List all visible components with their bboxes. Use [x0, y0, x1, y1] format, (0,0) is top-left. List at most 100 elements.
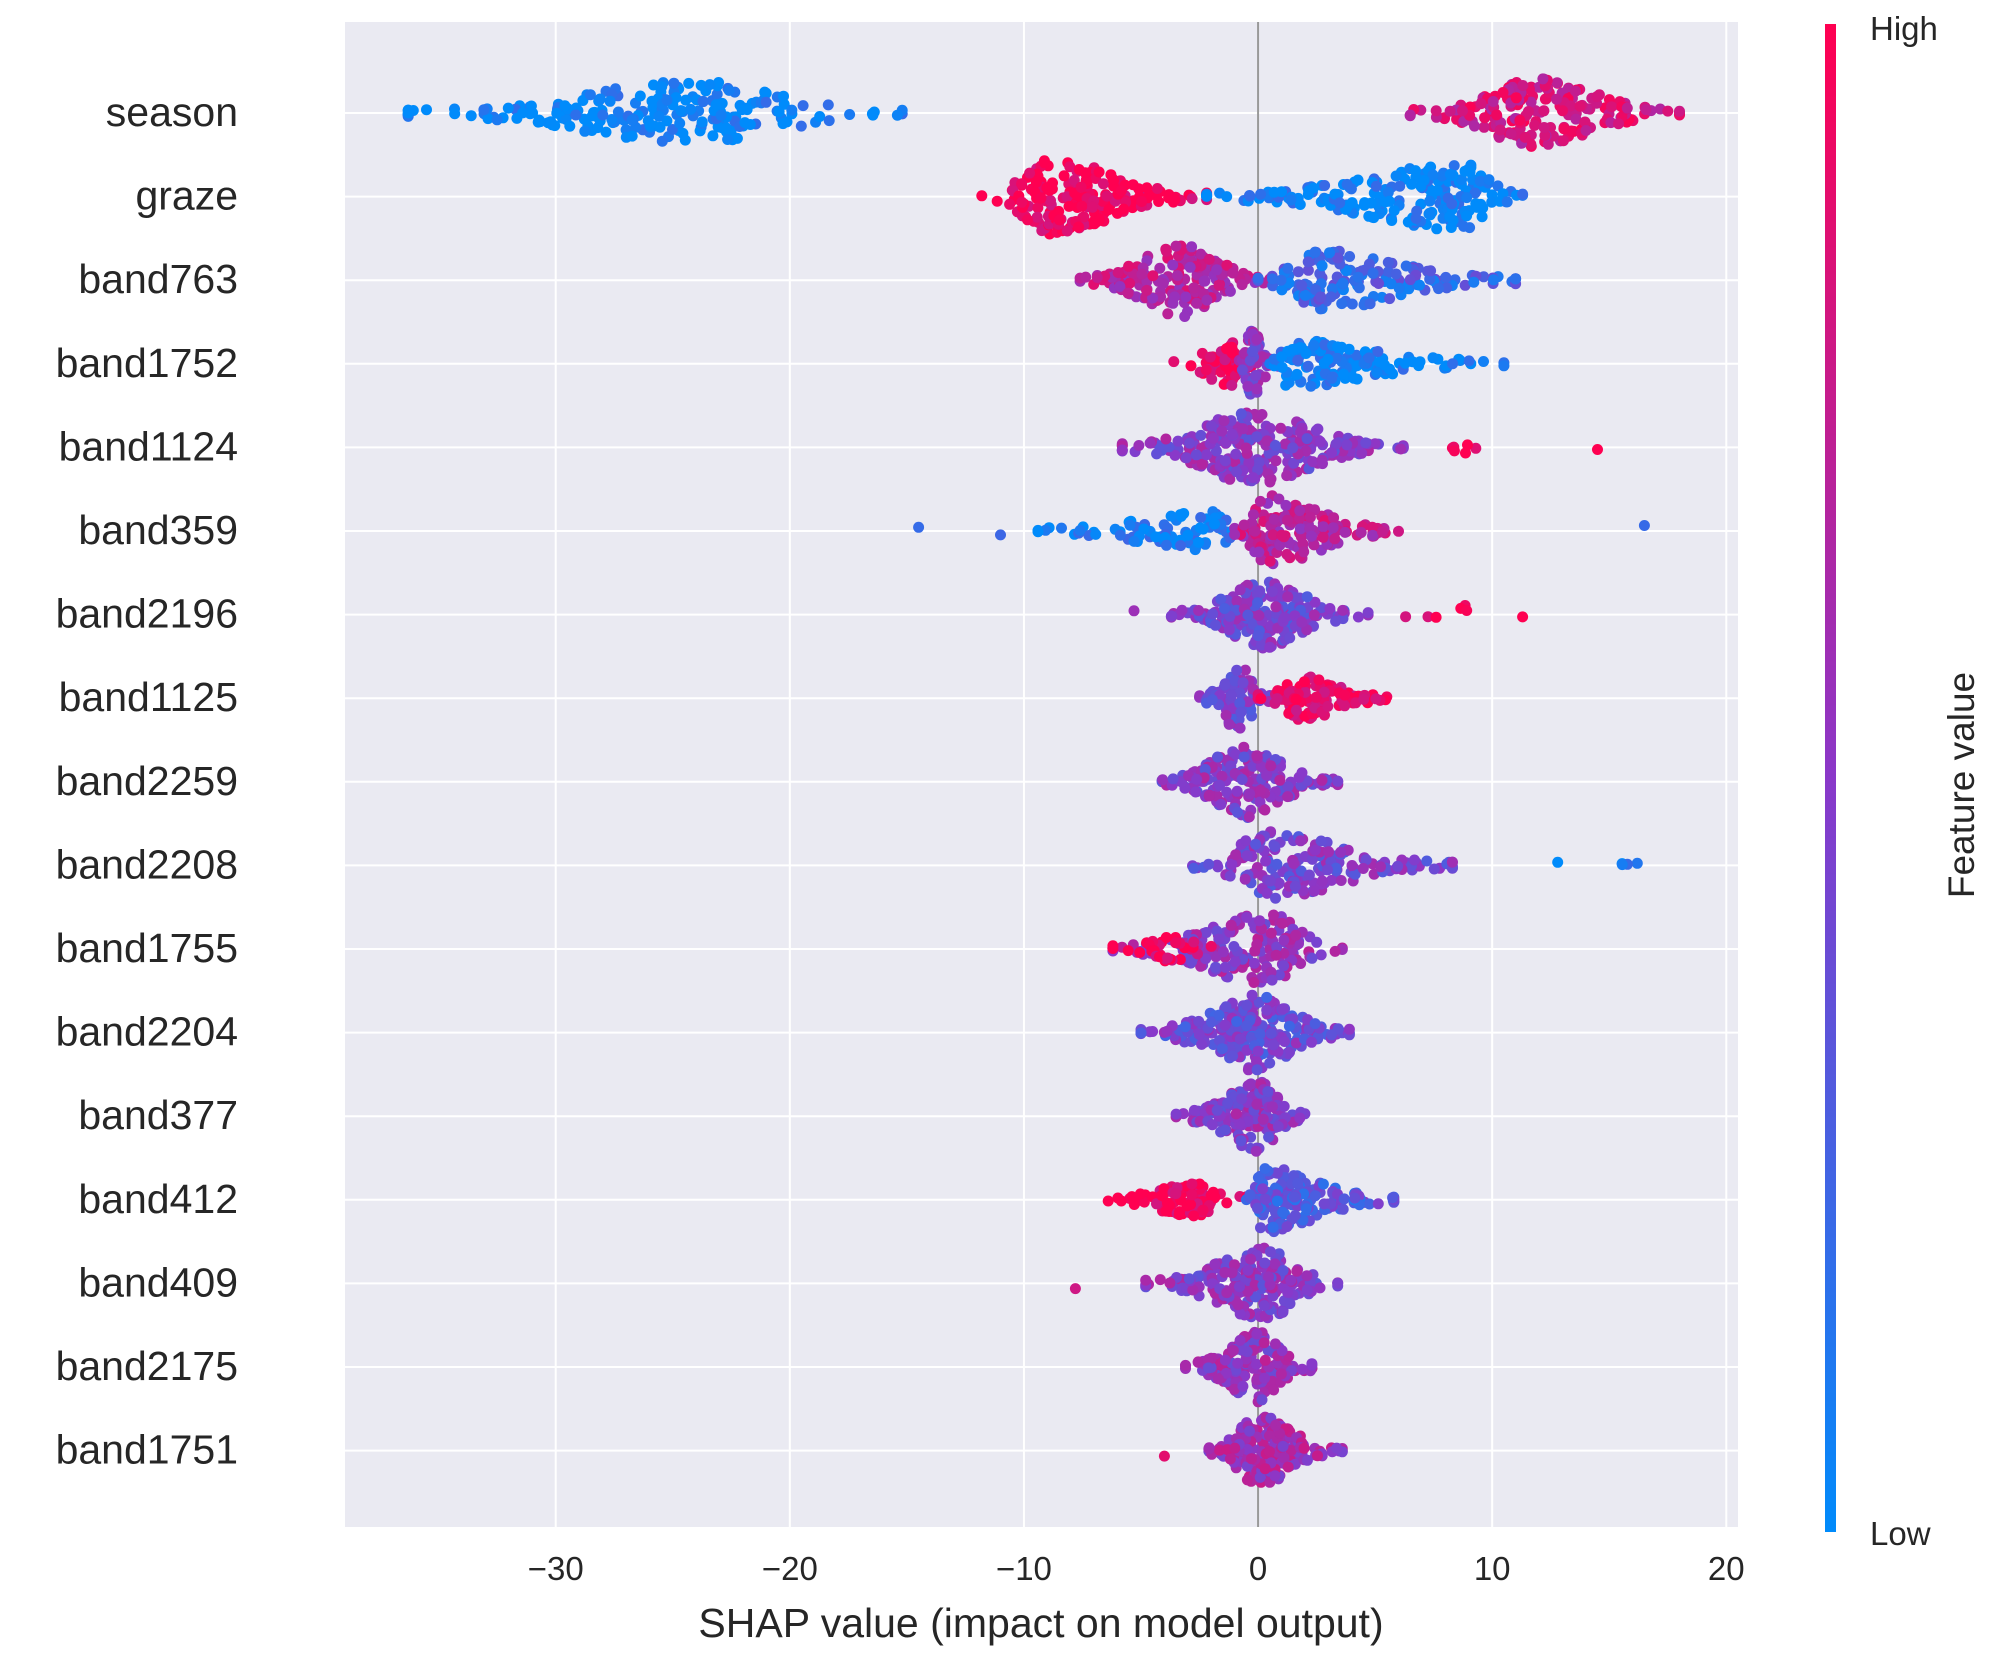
shap-point [1226, 858, 1238, 870]
shap-point [695, 79, 707, 91]
shap-point [532, 116, 544, 128]
shap-point [1220, 1001, 1232, 1013]
shap-point [1309, 844, 1321, 856]
shap-point [1301, 1284, 1313, 1296]
shap-point [1235, 408, 1247, 420]
shap-point [1277, 1206, 1289, 1218]
shap-point [1264, 555, 1276, 567]
shap-point [1431, 185, 1443, 196]
shap-point [1351, 349, 1362, 361]
shap-point [1039, 157, 1051, 169]
shap-point [1260, 855, 1272, 867]
shap-point [1230, 849, 1242, 861]
shap-point [1468, 276, 1480, 288]
shap-point [696, 116, 708, 128]
shap-point [1303, 869, 1315, 881]
shap-point [634, 90, 646, 102]
colorbar-title: Feature value [1941, 672, 1982, 898]
shap-point [1494, 124, 1506, 136]
shap-point [1358, 693, 1370, 705]
shap-point [1348, 372, 1360, 384]
shap-point [1341, 439, 1353, 451]
shap-point [1410, 165, 1421, 177]
shap-point [1366, 521, 1378, 533]
shap-point [1276, 284, 1288, 296]
shap-point [1305, 380, 1317, 392]
shap-point [1326, 447, 1338, 459]
shap-point [1357, 863, 1369, 874]
shap-point [1414, 356, 1426, 368]
shap-point [697, 95, 709, 107]
shap-point [1248, 957, 1260, 969]
shap-point [1491, 109, 1503, 121]
shap-point [1237, 423, 1249, 435]
shap-point [1306, 530, 1317, 542]
shap-point [1486, 196, 1498, 208]
shap-point [713, 77, 725, 88]
shap-point [1286, 344, 1298, 355]
shap-point [1124, 277, 1136, 289]
shap-point [1242, 380, 1254, 392]
shap-point [1414, 279, 1425, 291]
shap-point [653, 110, 665, 122]
shap-point [1314, 1282, 1326, 1294]
shap-point [1294, 1112, 1306, 1124]
shap-point [1058, 170, 1070, 182]
shap-point [579, 125, 591, 137]
shap-point [1444, 211, 1456, 223]
shap-point [1206, 1119, 1218, 1131]
feature-label: band763 [78, 256, 238, 302]
shap-point [995, 529, 1006, 541]
shap-point [1016, 196, 1028, 208]
shap-point [1339, 526, 1351, 538]
shap-point [1370, 693, 1382, 705]
shap-point [1264, 1246, 1276, 1258]
shap-point [482, 113, 494, 125]
shap-point [1191, 773, 1203, 785]
shap-point [1234, 697, 1246, 709]
shap-point [1252, 1202, 1263, 1214]
shap-point [1114, 529, 1126, 541]
shap-point [1160, 932, 1172, 943]
shap-point [1292, 354, 1304, 366]
shap-point [1245, 1253, 1257, 1265]
shap-point [1056, 522, 1067, 534]
shap-point [1255, 1222, 1266, 1234]
shap-point [1325, 291, 1337, 303]
shap-point [1243, 457, 1255, 469]
shap-point [1372, 346, 1384, 357]
shap-point [648, 79, 659, 91]
shap-point [1114, 281, 1126, 292]
shap-point [592, 122, 604, 134]
shap-point [1171, 270, 1183, 282]
feature-label: band1751 [56, 1427, 238, 1473]
shap-point [1356, 447, 1368, 459]
shap-point [1127, 179, 1139, 191]
shap-point [1194, 1178, 1206, 1190]
shap-point [1475, 98, 1487, 110]
shap-point [1479, 112, 1491, 124]
shap-point [1229, 456, 1241, 468]
grid-layer [345, 22, 1738, 1527]
shap-point [1180, 1359, 1191, 1371]
shap-point [1448, 445, 1460, 457]
shap-point [1219, 455, 1231, 467]
shap-point [1151, 448, 1163, 460]
shap-point [1290, 693, 1302, 705]
shap-point [1188, 1104, 1200, 1116]
shap-point [1201, 190, 1213, 202]
shap-point [1231, 466, 1243, 478]
shap-point [1165, 610, 1177, 622]
shap-point [1204, 351, 1216, 363]
shap-point [1173, 1209, 1185, 1221]
shap-point [1241, 850, 1253, 862]
shap-point [1457, 105, 1468, 117]
shap-point [720, 122, 732, 134]
shap-point [1224, 473, 1236, 485]
shap-point [1392, 860, 1404, 872]
shap-point [1292, 1177, 1304, 1189]
shap-point [739, 117, 751, 129]
shap-point [680, 94, 692, 106]
shap-point [1254, 495, 1266, 507]
shap-point [1606, 101, 1618, 113]
